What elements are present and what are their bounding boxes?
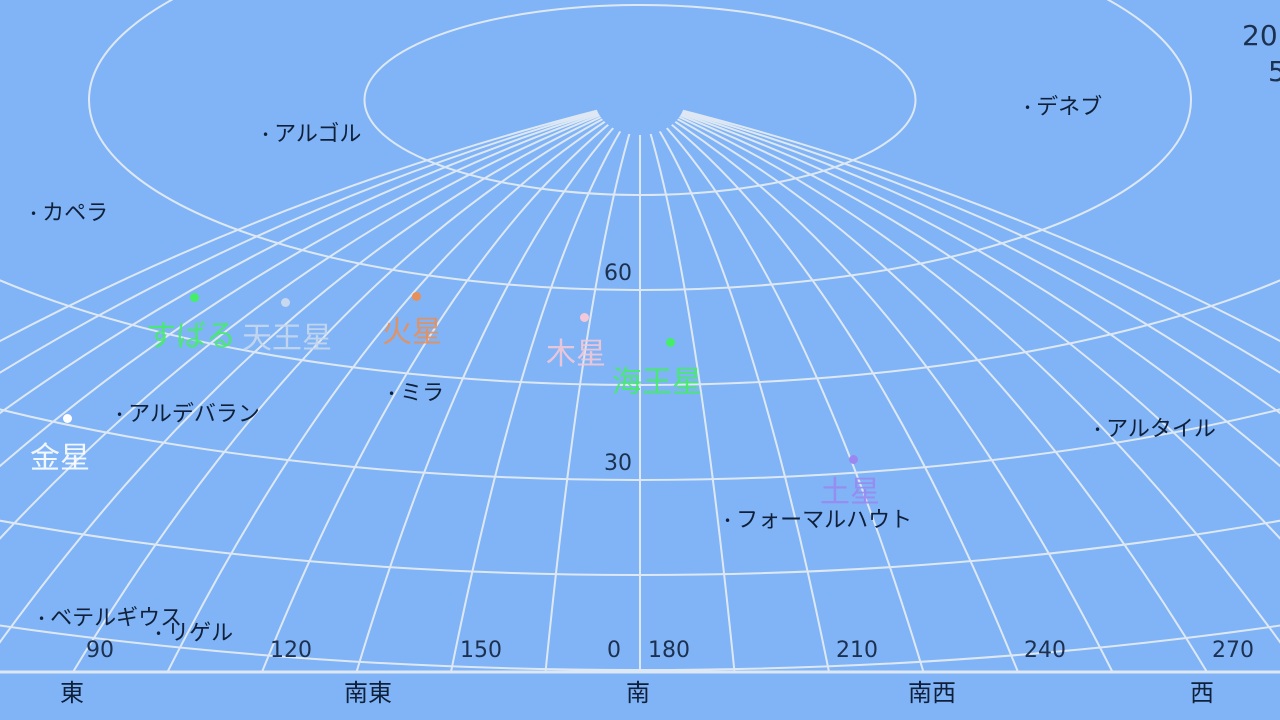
azimuth-240: 240 [1024,638,1066,663]
altitude-0: 0 [607,638,621,663]
azimuth-line [0,99,641,415]
uranus-dot [281,298,290,307]
azimuth-line [639,99,1280,374]
azimuth-90: 90 [86,638,114,663]
azimuth-line [355,99,641,672]
azimuth-line [0,99,641,540]
neptune-dot [666,338,675,347]
star-capella: カペラ [30,203,108,225]
direction-east: 東 [60,679,84,707]
zenith [595,65,685,135]
direction-southwest: 南西 [908,679,956,707]
azimuth-line [0,99,641,343]
star-rigel: リゲル [155,623,233,645]
azimuth-line [639,99,1280,415]
azimuth-line [639,99,1280,343]
star-algol: アルゴル [262,124,361,146]
star-mira: ミラ [388,383,444,405]
azimuth-line [0,99,641,644]
azimuth-line [261,99,641,672]
azimuth-120: 120 [270,638,312,663]
direction-southeast: 南東 [344,679,392,707]
azimuth-210: 210 [836,638,878,663]
star-betelgeuse: ベテルギウス [38,608,182,630]
planet-venus: 金星 [30,441,90,476]
azimuth-line [639,99,1280,468]
azimuth-line [544,99,641,672]
altitude-60: 60 [604,261,632,286]
planet-uranus: 天王星 [242,321,332,356]
star-deneb: デネブ [1024,97,1102,119]
azimuth-line [639,99,1280,644]
mars-dot [412,292,421,301]
direction-west: 西 [1190,679,1214,707]
star-aldebaran: アルデバラン [116,404,260,426]
planet-jupiter: 木星 [546,337,606,372]
azimuth-line [639,99,1280,540]
subaru-dot [190,293,199,302]
star-altair: アルタイル [1094,419,1216,441]
azimuth-line [166,99,641,672]
azimuth-150: 150 [460,638,502,663]
saturn-dot [849,455,858,464]
date-day: 5 [1268,55,1280,88]
azimuth-line [639,99,736,672]
azimuth-180: 180 [648,638,690,663]
azimuth-line [72,99,641,672]
planet-saturn: 土星 [820,475,880,510]
azimuth-line [639,99,1208,672]
direction-south: 南 [626,679,650,707]
azimuth-line [0,99,641,374]
venus-dot [63,414,72,423]
azimuth-line [639,99,925,672]
altitude-30: 30 [604,451,632,476]
azimuth-line [450,99,641,672]
planet-subaru: すばる [146,319,236,354]
azimuth-line [639,99,1114,672]
star-fomalhaut: フォーマルハウト [724,510,912,532]
planet-neptune: 海王星 [612,365,702,400]
azimuth-line [639,99,1019,672]
jupiter-dot [580,313,589,322]
date-year: 20 [1242,19,1278,52]
azimuth-line [639,99,830,672]
azimuth-270: 270 [1212,638,1254,663]
planet-mars: 火星 [382,315,442,350]
azimuth-line [0,99,641,468]
